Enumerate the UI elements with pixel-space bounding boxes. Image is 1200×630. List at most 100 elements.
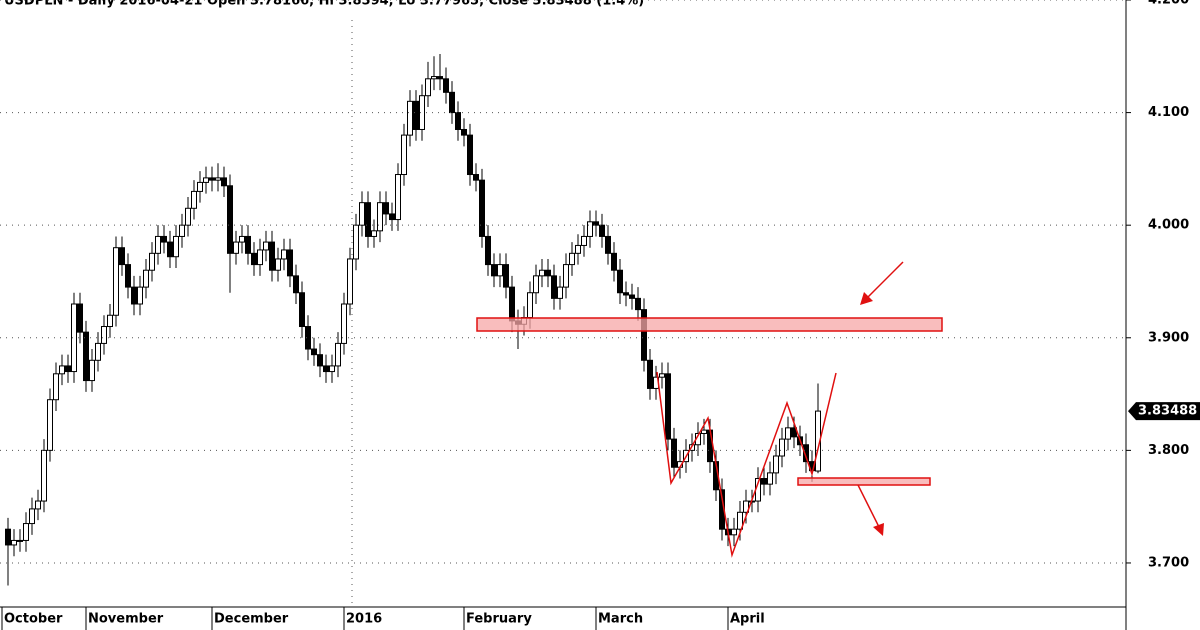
candle-body — [155, 235, 161, 254]
candle-body — [83, 331, 89, 382]
candle-body — [785, 427, 791, 440]
candle-body — [443, 78, 449, 93]
candle-body — [131, 286, 137, 305]
y-tick-label: 3.700 — [1148, 555, 1189, 570]
candle-body — [599, 224, 605, 237]
candle-body — [191, 190, 197, 209]
x-tick-label: February — [466, 612, 532, 627]
candle-body — [185, 207, 191, 226]
candle-body — [731, 528, 737, 536]
candle-body — [251, 252, 257, 266]
candle-body — [353, 224, 359, 260]
candle-body — [113, 247, 119, 316]
candle-body — [215, 177, 221, 181]
candle-body — [275, 258, 281, 271]
candle-body — [665, 373, 671, 440]
candle-body — [479, 179, 485, 237]
candle-body — [383, 202, 389, 215]
candle-body — [389, 213, 395, 221]
candle-body — [779, 438, 785, 457]
x-tick-label: 2016 — [346, 612, 382, 627]
candle-body — [647, 359, 653, 389]
candle-body — [485, 235, 491, 266]
candle-body — [269, 241, 275, 271]
support-zone — [797, 477, 931, 486]
candle-body — [569, 252, 575, 266]
candle-body — [623, 292, 629, 296]
arrow — [865, 261, 904, 300]
candle-body — [59, 365, 65, 375]
y-tick-label: 3.800 — [1148, 443, 1189, 458]
candle-body — [119, 247, 125, 266]
candle-body — [47, 399, 53, 451]
candle-body — [425, 78, 431, 97]
candle-body — [737, 511, 743, 530]
arrow — [857, 484, 880, 528]
candle-body — [287, 249, 293, 277]
candle-body — [365, 202, 371, 237]
candle-body — [347, 258, 353, 305]
candle-body — [53, 373, 59, 401]
candle-body — [335, 342, 341, 367]
candle-body — [563, 264, 569, 288]
candle-body — [497, 264, 503, 277]
candle-body — [71, 303, 77, 373]
candle-body — [137, 286, 143, 305]
candle-body — [761, 478, 767, 485]
candle-body — [221, 177, 227, 187]
candle-body — [437, 76, 443, 80]
y-tick-label: 3.900 — [1148, 330, 1189, 345]
candle-body — [173, 235, 179, 258]
candle-body — [5, 528, 11, 546]
candle-body — [581, 235, 587, 246]
x-tick-label: March — [598, 612, 643, 627]
y-tick-label: 4.000 — [1148, 218, 1189, 233]
candle-body — [377, 202, 383, 232]
candle-body — [605, 235, 611, 254]
candle-body — [539, 269, 545, 277]
candle-body — [311, 348, 317, 356]
candle-body — [671, 438, 677, 468]
candle-body — [371, 230, 377, 237]
candle-body — [65, 365, 71, 373]
candle-body — [77, 303, 83, 333]
candle-body — [491, 264, 497, 277]
candle-body — [143, 269, 149, 288]
candle-body — [161, 235, 167, 243]
candle-body — [245, 235, 251, 254]
candle-body — [95, 342, 101, 361]
candle-body — [107, 314, 113, 328]
candle-body — [503, 264, 509, 288]
candle-body — [263, 241, 269, 251]
candle-body — [257, 249, 263, 266]
candle-body — [179, 224, 185, 237]
candle-body — [707, 429, 713, 463]
candle-body — [461, 128, 467, 136]
candle-body — [803, 444, 809, 463]
candle-body — [29, 508, 35, 525]
candle-body — [419, 95, 425, 130]
plot-area — [5, 54, 821, 586]
candle-body — [203, 177, 209, 183]
candle-body — [701, 429, 707, 434]
candle-body — [467, 134, 473, 176]
candle-body — [293, 275, 299, 294]
candle-body — [101, 326, 107, 344]
candle-body — [317, 354, 323, 367]
candle-body — [323, 365, 329, 373]
candle-body — [197, 181, 203, 192]
candle-body — [641, 309, 647, 361]
price-tag — [1128, 402, 1200, 421]
arrow-head — [860, 292, 873, 305]
candle-body — [455, 112, 461, 130]
x-tick-label: October — [4, 612, 63, 627]
candle-body — [767, 472, 773, 485]
candle-body — [209, 177, 215, 181]
candle-body — [227, 185, 233, 254]
candle-body — [305, 326, 311, 350]
candle-body — [473, 174, 479, 181]
candle-body — [149, 252, 155, 271]
price-tag-label: 3.83488 — [1138, 404, 1197, 419]
candle-body — [401, 134, 407, 176]
